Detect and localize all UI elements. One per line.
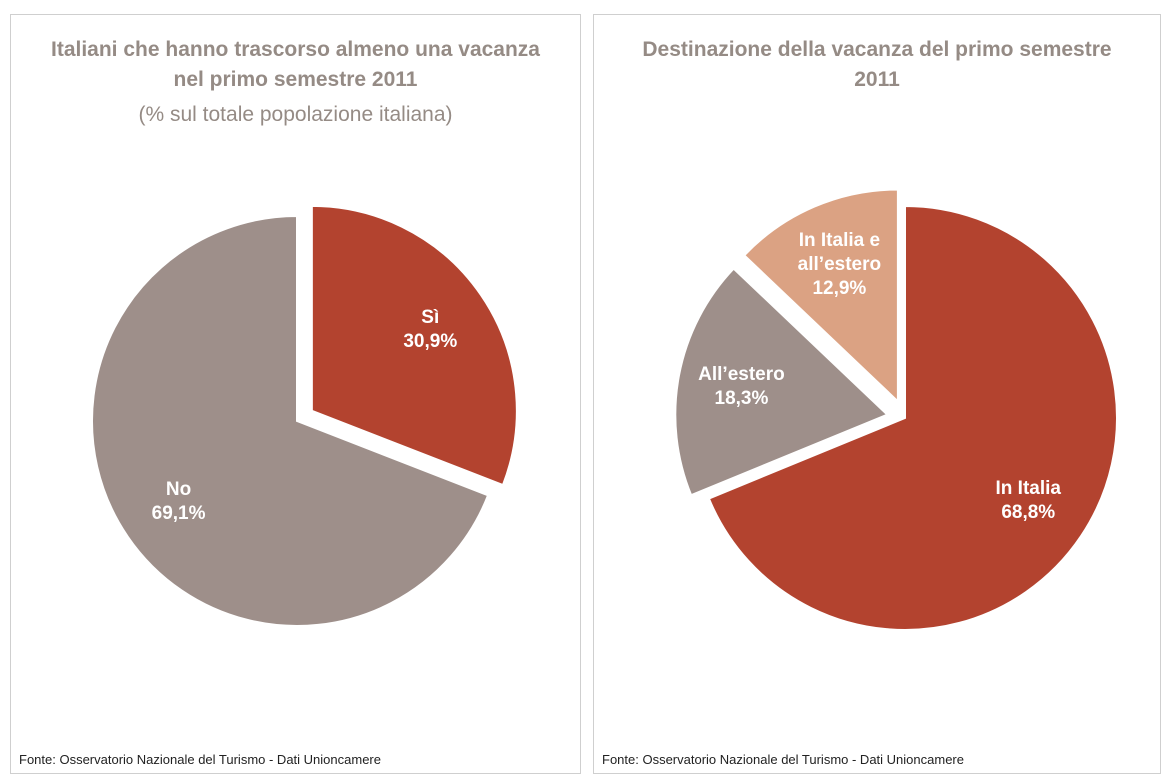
slice-label: No 69,1% <box>109 478 249 526</box>
source-note: Fonte: Osservatorio Nazionale del Turism… <box>602 752 964 767</box>
slice-category: In Italia <box>995 477 1061 499</box>
pie-slice <box>674 267 890 497</box>
slice-label: In Italia e all’estero 12,9% <box>769 229 909 301</box>
slice-value: 68,8% <box>1001 501 1056 523</box>
source-note: Fonte: Osservatorio Nazionale del Turism… <box>19 752 381 767</box>
slice-category: No <box>165 479 192 501</box>
slice-value: 18,3% <box>714 388 769 410</box>
pie-slice <box>310 204 518 487</box>
pie-slice <box>742 188 899 404</box>
pie-slice <box>91 214 490 627</box>
slice-value: 30,9% <box>403 330 458 352</box>
slice-value: 12,9% <box>812 278 867 300</box>
chart-subtitle: (% sul totale popolazione italiana) <box>138 103 453 126</box>
chart-title: Destinazione della vacanza del primo sem… <box>642 38 1112 91</box>
slice-label: In Italia 68,8% <box>958 477 1098 525</box>
slice-category: All’estero <box>698 364 785 386</box>
pie-slice <box>707 204 1118 631</box>
slice-category: In Italia e all’estero <box>797 230 882 276</box>
slice-label: Sì 30,9% <box>360 306 500 354</box>
slice-label: All’estero 18,3% <box>671 363 811 411</box>
slice-value: 69,1% <box>151 503 206 525</box>
slice-category: Sì <box>421 306 440 328</box>
chart-title: Italiani che hanno trascorso almeno una … <box>51 38 540 91</box>
chart-panel: Italiani che hanno trascorso almeno una … <box>10 14 581 774</box>
